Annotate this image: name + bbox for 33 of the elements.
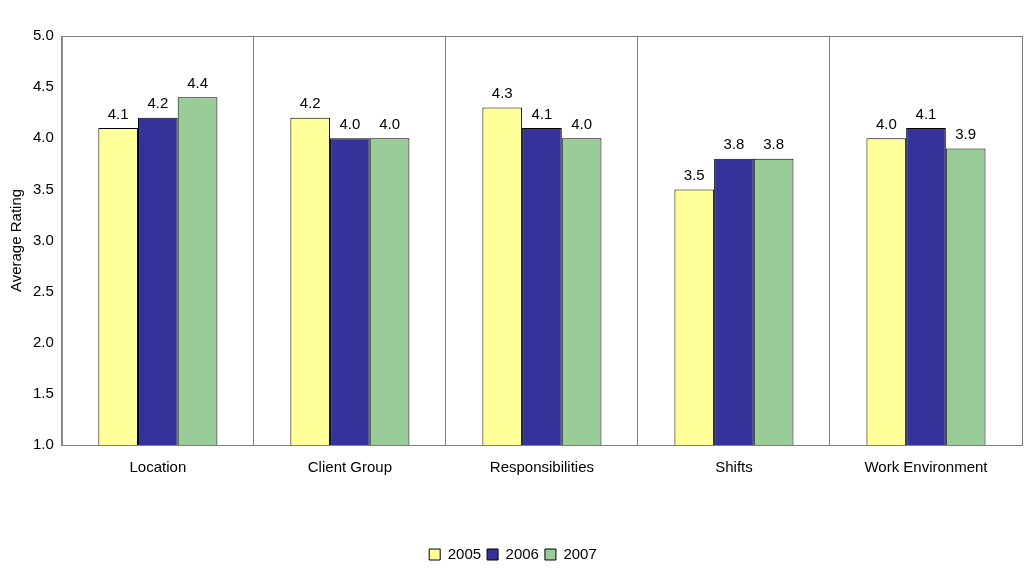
y-tick-label: 3.0 [32,230,54,248]
y-tick-label: 5.0 [32,26,54,44]
y-axis-title: Average Rating [7,188,25,293]
data-label: 3.8 [723,135,745,153]
data-label: 3.9 [955,125,977,143]
x-tick-label: Work Environment [864,458,989,476]
x-tick-label: Shifts [715,458,753,476]
y-tick-label: 1.0 [32,435,54,453]
legend-label: 2005 [447,544,482,562]
data-label: 4.0 [339,114,361,132]
x-tick-label: Responsibilities [489,458,595,476]
data-label: 4.1 [531,104,553,122]
data-label: 3.5 [683,166,705,184]
y-tick-label: 1.5 [32,384,54,402]
data-label: 4.2 [299,94,321,112]
data-label: 4.3 [491,84,513,102]
data-label: 4.0 [875,114,897,132]
data-label: 4.4 [187,73,208,91]
y-tick-label: 4.0 [32,128,54,146]
data-label: 4.0 [379,114,401,132]
x-tick-label: Client Group [307,458,393,476]
data-label: 3.8 [763,135,785,153]
y-tick-label: 3.5 [32,179,54,197]
data-label: 4.0 [571,114,593,132]
y-tick-label: 2.0 [32,332,54,350]
y-tick-label: 4.5 [32,77,54,95]
x-tick-label: Location [129,458,187,476]
legend-label: 2006 [505,544,539,562]
data-label: 4.1 [915,104,937,122]
data-label: 4.2 [147,94,169,112]
legend-label: 2007 [563,544,597,562]
data-label: 4.1 [107,104,129,122]
y-tick-label: 2.5 [32,281,54,299]
